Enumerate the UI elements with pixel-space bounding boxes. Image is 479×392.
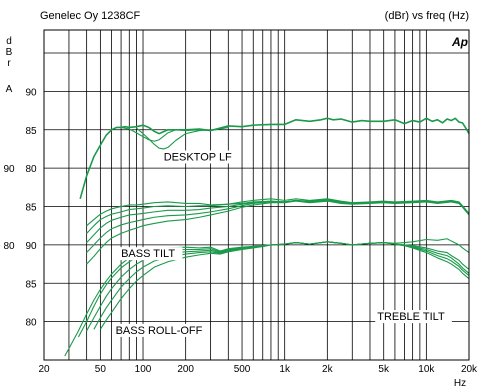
response-curve-desktop-lf — [136, 127, 211, 150]
y-tick-label-inner: 85 — [25, 203, 37, 214]
response-curve-bass-roll-off — [77, 241, 470, 338]
response-curves — [64, 117, 470, 357]
chart-title: Genelec Oy 1238CF — [40, 10, 141, 22]
response-curve-bass-tilt — [86, 198, 470, 234]
x-axis-label: Hz — [454, 378, 466, 389]
y-axis-label-letter-d: d — [6, 36, 12, 47]
response-curve-desktop-lf — [79, 117, 470, 200]
y-axis-label-letter-b: B — [6, 47, 13, 58]
response-curve-bass-roll-off — [99, 241, 470, 330]
y-axis-label: d B r A — [6, 36, 13, 95]
y-tick-label-outer: 90 — [3, 164, 15, 175]
annotation-background — [375, 310, 452, 324]
plot-frame — [43, 29, 470, 361]
y-axis-label-a: A — [6, 84, 13, 95]
y-tick-labels: 90 85 90 80 85 80 90 85 80 — [3, 87, 37, 328]
curve-annotations: DESKTOP LF BASS TILT BASS ROLL-OFF TREBLE T… — [113, 150, 452, 337]
annotation-label: BASS ROLL-OFF — [116, 325, 203, 337]
annotation-background — [119, 247, 183, 261]
response-curve-bass-tilt — [86, 199, 470, 253]
x-tick-label: 1k — [279, 364, 291, 375]
x-tick-label: 5k — [378, 364, 390, 375]
y-tick-label-inner: 90 — [25, 241, 37, 252]
annotation-background — [113, 323, 204, 337]
x-tick-label: 50 — [95, 364, 107, 375]
x-tick-label: 200 — [177, 364, 194, 375]
chart-units-label: (dBr) vs freq (Hz) — [385, 10, 469, 22]
y-tick-label-inner: 80 — [25, 318, 37, 329]
annotation-label: DESKTOP LF — [164, 151, 232, 163]
x-tick-label: 500 — [234, 364, 251, 375]
annotation-background — [161, 150, 232, 164]
x-tick-label: 10k — [418, 364, 435, 375]
y-tick-label-inner: 85 — [25, 126, 37, 137]
x-tick-labels: 20 50 100 200 500 1k 2k 5k 10k 20k — [38, 364, 478, 375]
y-tick-label-outer: 80 — [3, 241, 15, 252]
x-tick-label: 20 — [38, 364, 50, 375]
annotation-label: TREBLE TILT — [377, 311, 445, 323]
y-axis-label-letter-r: r — [7, 58, 11, 69]
y-tick-label-inner: 80 — [25, 164, 37, 175]
x-tick-label: 100 — [135, 364, 152, 375]
annotation-label: BASS TILT — [121, 248, 175, 260]
y-tick-label-inner: 90 — [25, 87, 37, 98]
x-tick-label: 20k — [461, 364, 478, 375]
response-curve-bass-tilt — [86, 200, 470, 265]
y-tick-label-inner: 85 — [25, 279, 37, 290]
x-tick-label: 2k — [322, 364, 334, 375]
ap-logo: Ap — [451, 35, 468, 49]
